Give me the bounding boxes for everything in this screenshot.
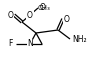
Text: NH₂: NH₂ — [72, 35, 87, 43]
Text: O: O — [40, 4, 46, 12]
Text: O: O — [27, 11, 33, 20]
Text: N: N — [27, 40, 33, 49]
Text: F: F — [9, 40, 13, 49]
Text: O: O — [64, 14, 70, 23]
Text: O: O — [7, 11, 13, 20]
Text: CH₃: CH₃ — [38, 5, 51, 11]
